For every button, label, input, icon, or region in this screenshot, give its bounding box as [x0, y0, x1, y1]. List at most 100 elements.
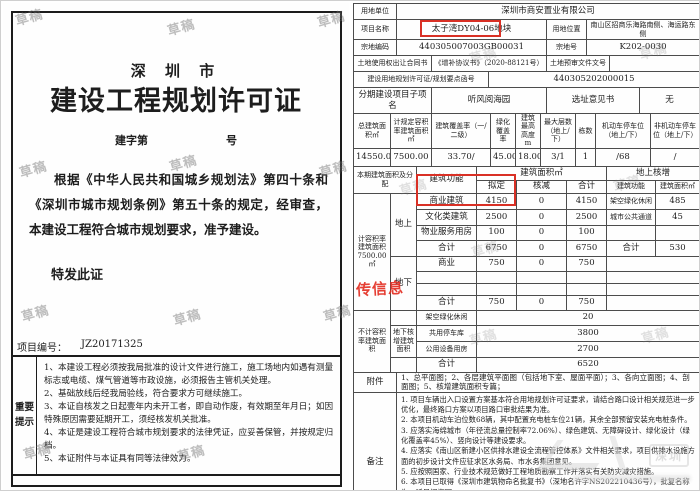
- remarks-items: 1. 项目车辆出入口设置方案基本符合用地规划许可证要求，请结合路口设计相关规范进…: [396, 391, 699, 490]
- issue-statement: 特发此证: [51, 268, 104, 283]
- empty-cell: [565, 282, 608, 296]
- summary-value: 33.70/: [431, 147, 491, 167]
- land-unit-value: 深圳市商安置业有限公司: [396, 3, 699, 20]
- empty-cell: [516, 282, 567, 296]
- bonus-area-header: 建筑面积㎡: [655, 179, 699, 194]
- project-name-rows: 项目名称 太子湾DY04-06地块 用地位置 南山区招商乐海路南侧、海运路东侧 …: [353, 19, 699, 56]
- red-annotation-note: 传信息: [355, 278, 405, 300]
- cert-no-prefix: 建字第: [115, 134, 148, 147]
- table-row-reduced: 0: [516, 192, 567, 210]
- below-bonus-label: 地下核增建筑面积: [390, 324, 417, 358]
- project-number-value: JZ20171325: [81, 339, 143, 350]
- cert-no-suffix: 号: [226, 134, 237, 147]
- parcel-no-label: 宗地号: [546, 39, 587, 56]
- summary-value: 3/1: [540, 147, 576, 167]
- table-row-bonus-area: 485: [655, 192, 699, 210]
- table-row-total: 6750: [565, 239, 608, 257]
- table-row-bonus-area: 45: [655, 208, 699, 226]
- land-use-permit-value: 440305202000015: [488, 71, 699, 88]
- certificate-page: 深 圳 市 建设工程规划许可证 建字第 号 根据《中华人民共和国城乡规划法》第四…: [3, 3, 349, 490]
- empty-cell: [516, 270, 567, 284]
- important-notice-items: 1、本建设工程必须按我局批准的设计文件进行施工，施工场地内如遇有测量标志或电缆、…: [44, 363, 334, 465]
- above-ground-label: 地上: [390, 192, 417, 257]
- empty-cell: [416, 282, 477, 296]
- land-contract-value: 《增补协议书》（2020-88121号）: [431, 55, 547, 72]
- summary-header: 计规定容积率建筑面积㎡: [390, 113, 432, 149]
- empty-cell: [606, 294, 699, 311]
- summary-header: 栋数: [575, 113, 596, 149]
- empty-cell: [606, 282, 699, 296]
- table-row-bonus-func: 城市公共通道: [606, 208, 657, 226]
- logo-tagline-blur: [573, 475, 691, 482]
- land-unit-row: 用地单位 深圳市商安置业有限公司: [353, 3, 699, 20]
- land-contract-label: 土地使用权出让合同书: [353, 55, 432, 72]
- empty-cell: [565, 270, 608, 284]
- project-name-label: 项目名称: [353, 19, 397, 40]
- important-notice-box: 重要 提示 1、本建设工程必须按我局批准的设计文件进行施工，施工场地内如遇有测量…: [11, 355, 342, 476]
- table-row-func: 合计: [416, 239, 477, 257]
- table-row-planned: 750: [476, 255, 517, 272]
- allocation-section-label: 本期建筑面积及分配: [353, 165, 417, 194]
- attachment-row: 附件 1、总平面图；2、各层建筑平面图（包括地下室、屋面平面）；3、各向立面图；…: [353, 371, 699, 393]
- table-row-func: 合计: [416, 356, 477, 373]
- table-row-planned: 2500: [476, 208, 517, 226]
- table-row-reduced: 0: [516, 255, 567, 272]
- table-row-total: 750: [565, 255, 608, 272]
- table-row-planned: 100: [476, 224, 517, 241]
- summary-header: 机动车停车位（地上/下）: [595, 113, 651, 149]
- table-row-reduced: 0: [516, 208, 567, 226]
- table-row-func: 共用停车库: [416, 324, 477, 342]
- summary-header: 最大层数（地上/下）: [540, 113, 576, 149]
- table-row-area: 3800: [475, 324, 699, 342]
- summary-value: 7500.00: [390, 147, 432, 167]
- table-row-func: 文化类建筑: [416, 208, 477, 226]
- parcel-code-value: 440305007003GB00031: [396, 39, 547, 56]
- empty-cell: [606, 255, 699, 272]
- summary-header: 建筑最高高度m: [515, 113, 541, 149]
- table-row-total: 2500: [565, 208, 608, 226]
- table-row-func: 物业服务用房: [416, 224, 477, 241]
- summary-header: 总建筑面积㎡: [353, 113, 391, 149]
- below-ground-label: 地下: [390, 255, 417, 311]
- reduced-header: 核减: [516, 179, 567, 194]
- land-location-value: 南山区招商乐海路南侧、海运路东侧: [586, 19, 699, 40]
- table-row-reduced: 0: [516, 294, 567, 311]
- empty-cell: [390, 309, 417, 326]
- certificate-border-frame: [11, 11, 342, 487]
- summary-value: 45.00: [490, 147, 516, 167]
- table-row-planned: 750: [476, 294, 517, 311]
- summary-value: 18.00: [515, 147, 541, 167]
- empty-cell: [390, 356, 417, 373]
- pre-review-value: [609, 55, 699, 72]
- table-row-area: 2700: [475, 340, 699, 358]
- function-header: 建筑功能: [416, 165, 477, 194]
- table-row-area: 20: [475, 309, 699, 326]
- table-row-bonus-func: 架空绿化休闲: [606, 192, 657, 210]
- project-number-line: 项目编号： JZ20171325: [17, 339, 143, 354]
- attachment-label: 附件: [353, 371, 397, 393]
- empty-cell: [606, 224, 657, 241]
- summary-header: 建筑覆盖率（一/二级）: [431, 113, 491, 149]
- far-area-label: 计容积率建筑面积7500.00㎡: [353, 192, 391, 311]
- table-row-area: 6520: [475, 356, 699, 373]
- summary-header: 绿化覆盖率: [490, 113, 516, 149]
- table-row-planned: 4150: [476, 192, 517, 210]
- permit-title: 建设工程规划许可证: [50, 86, 302, 117]
- summary-value: 1: [575, 147, 596, 167]
- land-contract-row: 土地使用权出让合同书 《增补协议书》（2020-88121号） 土地预审文件文号: [353, 55, 699, 72]
- summary-value: /68: [595, 147, 651, 167]
- summary-value: 14550.00: [353, 147, 391, 167]
- sub-project-value: 听风阅海园: [431, 87, 547, 114]
- area-header: 建筑面积㎡: [475, 165, 608, 181]
- table-row-reduced: 0: [516, 224, 567, 241]
- empty-cell: [476, 282, 517, 296]
- table-row-total: 750: [565, 294, 608, 311]
- site-opinion-value: 无: [639, 87, 699, 114]
- table-row-bonus-area: 530: [655, 239, 699, 257]
- sub-project-row: 分期建设项目子项名 听风阅海园 选址意见书 无: [353, 87, 699, 114]
- certificate-number-line: 建字第 号: [3, 132, 349, 148]
- table-row-func: 架空绿化休闲: [416, 309, 477, 326]
- table-row-func: 商业: [416, 255, 477, 272]
- corner-city-label: 深圳: [648, 444, 689, 467]
